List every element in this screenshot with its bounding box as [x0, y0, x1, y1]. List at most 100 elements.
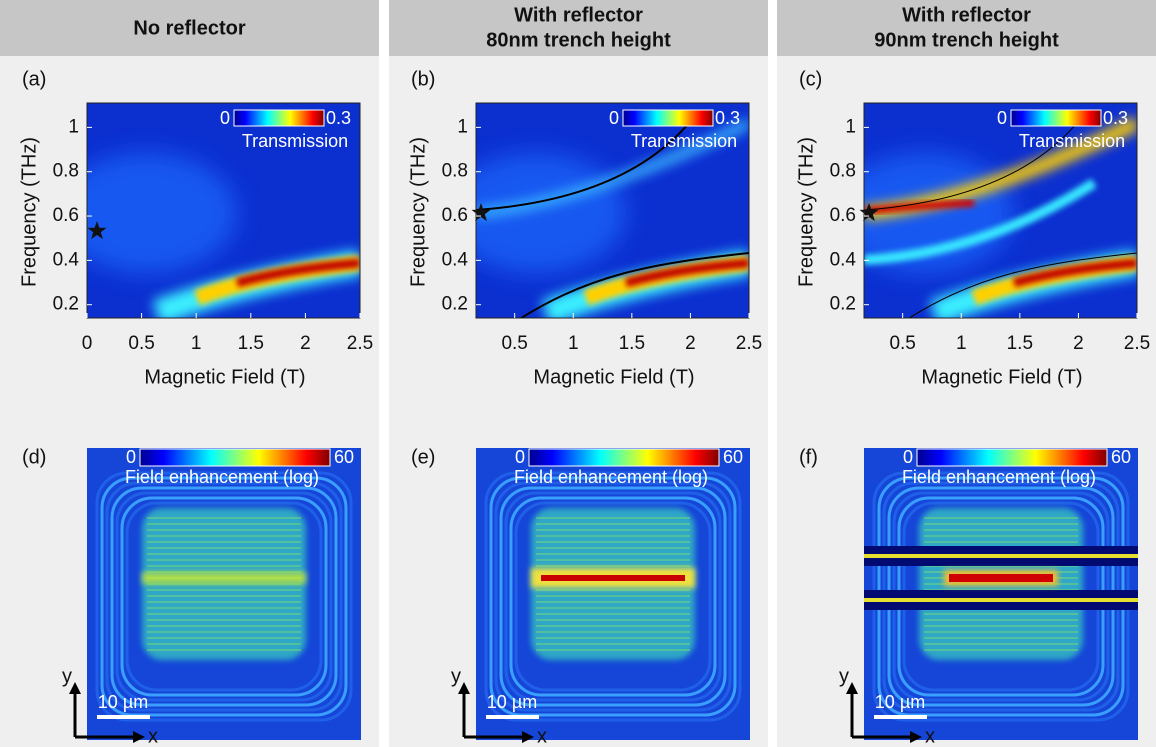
hot-line	[142, 572, 306, 584]
fit-curve	[864, 122, 1078, 211]
trench	[864, 558, 1138, 566]
stripe	[864, 598, 1138, 602]
colorbar-min: 0	[903, 447, 913, 467]
colorbar	[1010, 109, 1102, 127]
stripe	[864, 554, 1138, 558]
colorbar-label: Field enhancement (log)	[514, 467, 708, 487]
y-tick-label: 0.4	[442, 249, 469, 270]
fit-curve	[908, 252, 1137, 318]
colorbar-label: Field enhancement (log)	[902, 467, 1096, 487]
colorbar-label: Field enhancement (log)	[125, 467, 319, 487]
colorbar-min: 0	[126, 447, 136, 467]
glow	[87, 153, 237, 273]
y-tick-label: 0.8	[53, 161, 79, 182]
field-ring	[504, 491, 722, 702]
x-tick-label: 1	[956, 333, 967, 354]
hot-core	[949, 574, 1053, 582]
scale-label: 10 µm	[487, 692, 537, 712]
field-ring	[125, 501, 323, 692]
scale-label: 10 µm	[875, 692, 925, 712]
axis-arrow	[850, 692, 912, 739]
panel-label: (c)	[799, 68, 822, 90]
colorbar-label: Transmission	[242, 131, 348, 151]
colorbar-max: 0.3	[1103, 108, 1128, 128]
x-tick-label: 2.5	[1124, 333, 1150, 354]
x-tick-label: 0.5	[889, 333, 915, 354]
star-marker	[471, 203, 491, 222]
glow	[476, 153, 626, 273]
fit-curve	[476, 122, 690, 211]
trench	[864, 590, 1138, 598]
colorbar-min: 0	[515, 447, 525, 467]
axes-frame	[86, 102, 361, 319]
y-tick-label: 0.6	[53, 205, 79, 226]
y-tick-label: 0.8	[442, 161, 468, 182]
star-marker	[859, 203, 879, 222]
panel-label: (d)	[22, 446, 46, 468]
colorbar	[622, 109, 714, 127]
header-bg	[777, 0, 1156, 56]
arrow-head	[846, 682, 858, 694]
field-ring	[499, 486, 727, 707]
colorbar	[916, 448, 1108, 467]
x-tick-label: 2	[1073, 333, 1084, 354]
column-header: 90nm trench height	[874, 29, 1059, 51]
y-tick-label: 1	[68, 116, 79, 137]
colorbar-max: 60	[723, 447, 743, 467]
x-tick-label: 2.5	[347, 333, 373, 354]
colorbar	[528, 448, 720, 467]
arrow-head	[69, 682, 81, 694]
colorbar-max: 0.3	[326, 108, 351, 128]
axis-x-label: x	[925, 725, 935, 747]
panel-label: (e)	[411, 446, 435, 468]
band-core	[1012, 258, 1137, 288]
field-map	[476, 448, 750, 740]
colorbar	[233, 109, 325, 127]
colorbar-min: 0	[220, 108, 230, 128]
x-tick-label: 0	[82, 333, 93, 354]
column-header: 80nm trench height	[486, 29, 671, 51]
upper-core	[864, 199, 975, 215]
x-tick-label: 1	[191, 333, 202, 354]
star-marker	[87, 221, 107, 240]
y-tick-label: 0.2	[53, 294, 79, 315]
y-axis-label: Frequency (THz)	[407, 137, 429, 287]
header-bg	[0, 0, 379, 56]
colorbar-label: Transmission	[1019, 131, 1125, 151]
y-tick-label: 1	[845, 116, 856, 137]
y-tick-label: 0.6	[830, 205, 856, 226]
y-tick-label: 0.2	[442, 294, 468, 315]
axis-arrow	[73, 692, 135, 739]
y-tick-label: 1	[457, 116, 468, 137]
axis-y-label: y	[451, 665, 461, 687]
field-ring	[484, 471, 742, 722]
field-map	[87, 448, 361, 740]
heatmap	[476, 103, 749, 318]
field-ring	[115, 491, 333, 702]
band-core	[235, 258, 360, 288]
field-ring	[514, 501, 712, 692]
y-tick-label: 0.4	[53, 249, 80, 270]
fit-curve	[519, 252, 749, 318]
field-ring	[105, 481, 343, 712]
y-tick-label: 0.4	[830, 249, 857, 270]
x-tick-label: 1.5	[1007, 333, 1033, 354]
field-map	[864, 448, 1138, 740]
field-ring	[509, 496, 717, 697]
trench	[864, 602, 1138, 610]
field-ring	[95, 471, 353, 722]
x-tick-label: 2.5	[736, 333, 762, 354]
axes-frame	[863, 102, 1138, 319]
trench	[864, 546, 1138, 554]
x-tick-label: 2	[685, 333, 696, 354]
x-axis-label: Magnetic Field (T)	[144, 366, 305, 388]
field-ring	[494, 481, 732, 712]
field-ring	[120, 496, 328, 697]
colorbar	[139, 448, 331, 467]
y-tick-label: 0.6	[442, 205, 468, 226]
band-core	[624, 258, 749, 288]
column-header: With reflector	[902, 4, 1031, 26]
scale-label: 10 µm	[98, 692, 148, 712]
arrow-head	[133, 731, 145, 743]
